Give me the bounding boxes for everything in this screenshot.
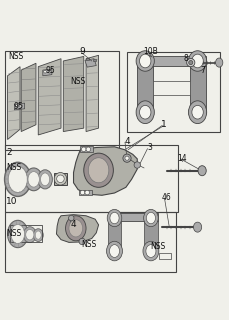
Ellipse shape	[8, 220, 28, 248]
Ellipse shape	[8, 166, 27, 193]
Ellipse shape	[146, 212, 155, 224]
Text: 4: 4	[125, 137, 130, 146]
Text: NSS: NSS	[6, 229, 22, 238]
Ellipse shape	[109, 245, 120, 257]
Ellipse shape	[143, 241, 159, 261]
Text: 46: 46	[161, 193, 171, 202]
Circle shape	[79, 238, 85, 245]
Circle shape	[134, 162, 140, 168]
Bar	[159, 253, 171, 259]
Ellipse shape	[188, 101, 207, 124]
Text: 8: 8	[184, 54, 189, 63]
Text: NSS: NSS	[6, 163, 22, 172]
Bar	[79, 189, 92, 195]
Text: NSS: NSS	[150, 243, 165, 252]
Circle shape	[80, 190, 85, 195]
Circle shape	[15, 105, 18, 108]
Text: 10: 10	[6, 197, 18, 206]
Ellipse shape	[25, 168, 42, 191]
Ellipse shape	[194, 222, 202, 232]
Ellipse shape	[54, 172, 67, 185]
Ellipse shape	[69, 220, 83, 237]
Ellipse shape	[139, 105, 151, 119]
Polygon shape	[137, 66, 153, 113]
Text: 14: 14	[177, 154, 187, 163]
Ellipse shape	[192, 105, 203, 119]
Text: 1: 1	[161, 120, 167, 129]
Ellipse shape	[5, 162, 31, 196]
Ellipse shape	[106, 241, 123, 261]
Circle shape	[125, 156, 129, 160]
Ellipse shape	[188, 51, 207, 71]
Polygon shape	[85, 59, 96, 67]
Circle shape	[85, 190, 90, 195]
Ellipse shape	[33, 229, 43, 242]
Bar	[86, 58, 90, 60]
Ellipse shape	[57, 175, 64, 182]
Ellipse shape	[146, 245, 156, 257]
Ellipse shape	[65, 216, 86, 241]
Text: 95: 95	[13, 102, 23, 111]
Polygon shape	[108, 213, 158, 221]
Polygon shape	[21, 63, 36, 132]
Polygon shape	[8, 67, 20, 140]
Ellipse shape	[215, 58, 223, 67]
Ellipse shape	[198, 166, 206, 176]
Ellipse shape	[139, 54, 151, 68]
Polygon shape	[63, 56, 84, 132]
Text: 4: 4	[70, 220, 76, 229]
Polygon shape	[74, 147, 137, 195]
Circle shape	[44, 70, 46, 73]
Circle shape	[187, 59, 195, 67]
Bar	[10, 225, 42, 242]
Text: 95: 95	[45, 66, 55, 75]
Text: 10B: 10B	[143, 47, 158, 56]
Ellipse shape	[11, 224, 25, 244]
Text: 3: 3	[147, 143, 152, 152]
Ellipse shape	[35, 231, 41, 239]
Ellipse shape	[38, 170, 52, 189]
Text: NSS: NSS	[70, 77, 85, 86]
Circle shape	[20, 105, 22, 108]
Text: 9: 9	[79, 47, 85, 56]
Ellipse shape	[23, 227, 36, 243]
Ellipse shape	[110, 212, 119, 224]
Ellipse shape	[107, 209, 122, 227]
Ellipse shape	[192, 54, 203, 68]
Ellipse shape	[84, 153, 113, 187]
Bar	[80, 146, 93, 152]
Circle shape	[68, 215, 74, 221]
Ellipse shape	[136, 101, 154, 124]
Ellipse shape	[88, 158, 109, 183]
Ellipse shape	[136, 51, 154, 71]
Ellipse shape	[28, 172, 39, 187]
Text: 2: 2	[6, 148, 12, 156]
Circle shape	[86, 147, 91, 152]
Circle shape	[48, 70, 51, 73]
Polygon shape	[14, 103, 25, 110]
Polygon shape	[38, 59, 61, 135]
Ellipse shape	[41, 173, 50, 186]
Polygon shape	[43, 69, 52, 76]
Polygon shape	[108, 221, 121, 252]
Text: 7: 7	[200, 66, 205, 75]
Bar	[93, 59, 96, 61]
Bar	[153, 82, 190, 95]
Bar	[54, 172, 67, 185]
Polygon shape	[190, 66, 206, 113]
Polygon shape	[144, 221, 158, 252]
Circle shape	[189, 60, 193, 65]
Polygon shape	[57, 215, 98, 242]
Ellipse shape	[144, 209, 158, 227]
Polygon shape	[137, 56, 206, 66]
Text: NSS: NSS	[82, 240, 97, 249]
Circle shape	[123, 154, 131, 162]
Ellipse shape	[26, 229, 34, 240]
Polygon shape	[86, 55, 98, 132]
Circle shape	[82, 147, 86, 152]
Text: NSS: NSS	[9, 52, 24, 61]
